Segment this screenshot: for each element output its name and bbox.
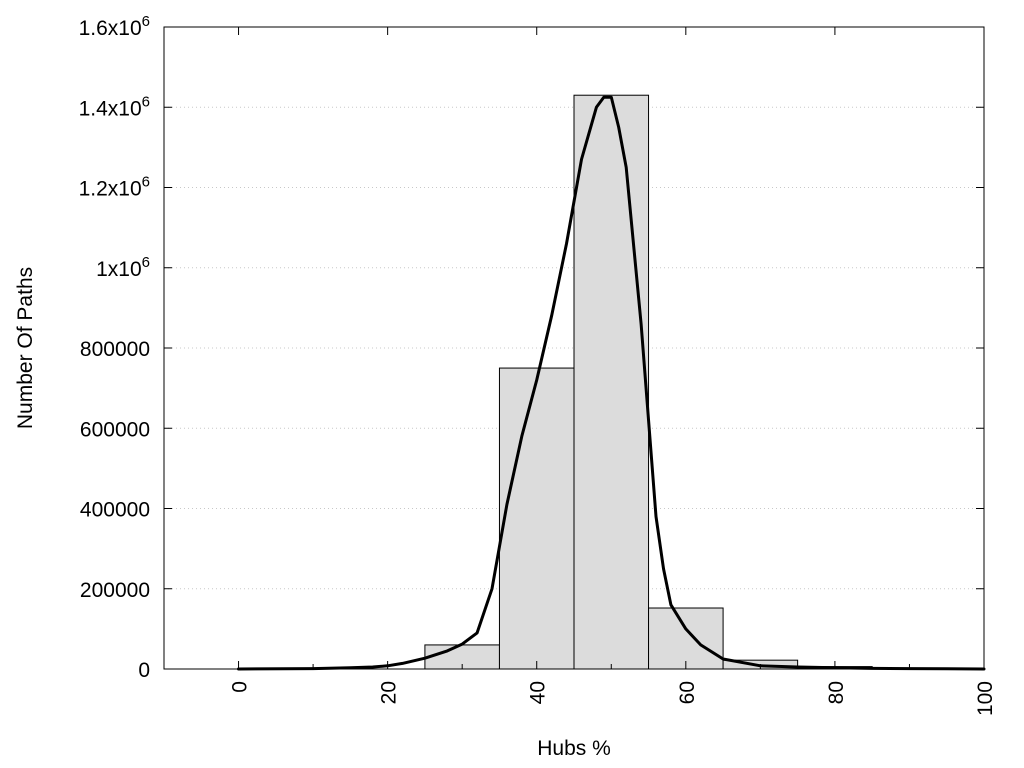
y-tick-label: 1.6x106 bbox=[79, 13, 150, 40]
y-axis-label: Number Of Paths bbox=[14, 267, 37, 429]
x-tick-label: 80 bbox=[825, 681, 848, 704]
y-tick-labels: 0 200000 400000 600000 800000 1x106 1.2x106 1.4… bbox=[79, 13, 150, 682]
y-tick-label: 400000 bbox=[80, 499, 150, 522]
x-tick-label: 60 bbox=[676, 681, 699, 704]
y-tick-label: 800000 bbox=[80, 338, 150, 361]
x-tick-label: 100 bbox=[974, 681, 997, 716]
x-tick-labels: 0 20 40 60 80 100 bbox=[229, 681, 997, 716]
x-tick-label: 20 bbox=[378, 681, 401, 704]
histogram-bar bbox=[648, 607, 724, 670]
y-tick-label: 1.2x106 bbox=[79, 174, 150, 201]
x-tick-label: 0 bbox=[229, 681, 252, 693]
y-tick-label: 200000 bbox=[80, 579, 150, 602]
density-curve-line bbox=[237, 95, 986, 671]
axis-ticks bbox=[164, 26, 985, 670]
x-tick-label: 40 bbox=[527, 681, 550, 704]
histogram-bars bbox=[424, 94, 948, 670]
x-axis-label: Hubs % bbox=[537, 737, 611, 760]
grid-lines bbox=[164, 106, 984, 590]
histogram-bar bbox=[498, 367, 575, 670]
y-tick-label: 0 bbox=[138, 659, 150, 682]
histogram-bar bbox=[573, 94, 650, 670]
y-tick-label: 1.4x106 bbox=[79, 93, 150, 120]
y-tick-label: 1x106 bbox=[96, 254, 150, 281]
y-tick-label: 600000 bbox=[80, 418, 150, 441]
density-curve bbox=[237, 95, 986, 671]
